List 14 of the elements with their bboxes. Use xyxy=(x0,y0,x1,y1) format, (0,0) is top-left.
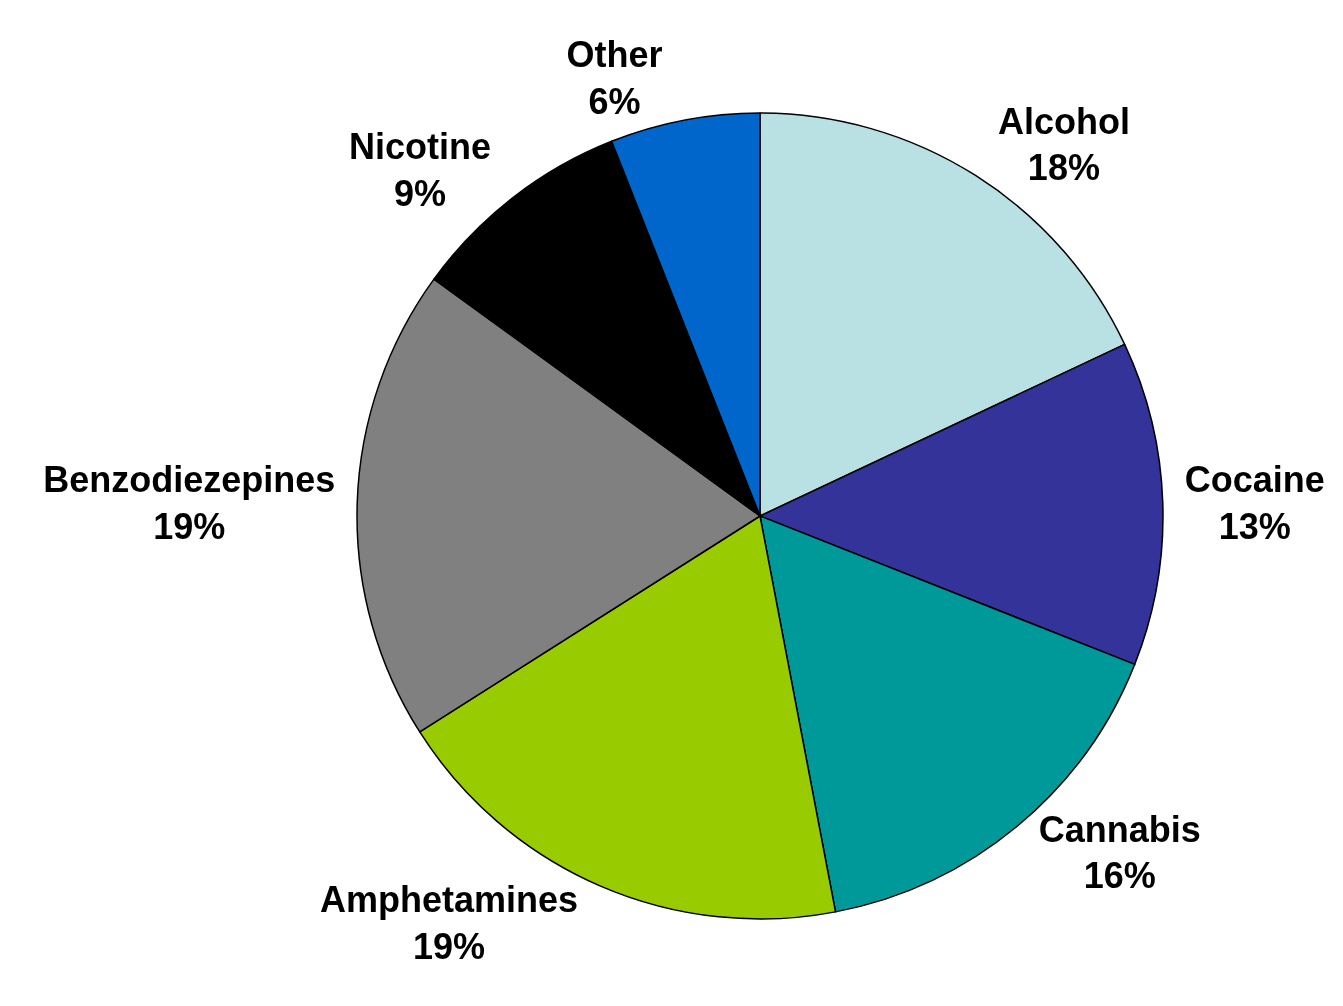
data-label: 18% xyxy=(1027,147,1100,189)
data-label: 19% xyxy=(153,506,226,548)
data-label: 16% xyxy=(1083,855,1156,897)
slice-label: Benzodiezepines xyxy=(43,459,336,501)
data-label: 13% xyxy=(1218,506,1291,548)
slice-label: Cocaine xyxy=(1184,459,1325,501)
slice-label: Amphetamines xyxy=(319,878,578,920)
data-label: 6% xyxy=(588,80,641,122)
data-label: 19% xyxy=(412,925,485,967)
data-label: 9% xyxy=(394,173,447,215)
slice-label: Other xyxy=(566,33,663,75)
slice-label: Alcohol xyxy=(997,100,1130,142)
slice-label: Nicotine xyxy=(349,126,492,168)
slice-label: Cannabis xyxy=(1038,808,1201,850)
